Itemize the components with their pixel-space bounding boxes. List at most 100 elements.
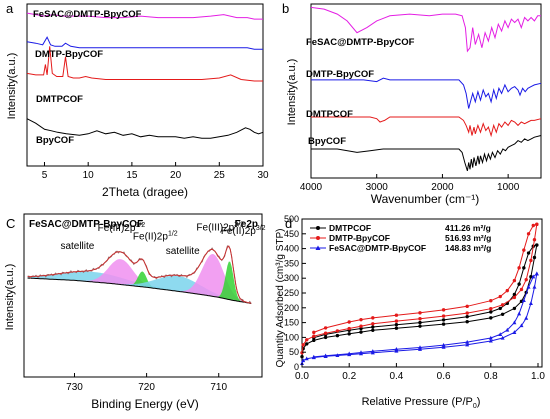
panel-d-ytick-label: 400 <box>284 244 299 254</box>
isotherm-point-dmtpcof <box>312 338 316 343</box>
isotherm-point-dmtp-bpycof <box>489 306 493 311</box>
isotherm-point-dmtp-bpycof <box>418 311 422 315</box>
legend-marker-fesac-dmtp-bpycof <box>315 245 321 250</box>
series-line-dmtp-bpycof-b <box>311 77 542 109</box>
legend-marker-dmtpcof <box>316 226 320 230</box>
isotherm-point-fesac-dmtp-bpycof <box>394 347 399 351</box>
series-line-dmtp-bpycof-a <box>26 36 263 50</box>
isotherm-point-dmtp-bpycof <box>347 326 351 331</box>
isotherm-point-dmtp-bpycof <box>500 303 505 307</box>
panel-d-ytick-label: 250 <box>284 288 299 298</box>
isotherm-point-dmtpcof <box>335 333 340 338</box>
isotherm-point-dmtp-bpycof <box>505 288 510 293</box>
panel-c-xtick-label: 730 <box>66 382 83 393</box>
isotherm-point-dmtp-bpycof <box>359 324 363 328</box>
isotherm-point-dmtpcof <box>441 322 446 326</box>
annotation-satellite: satellite <box>60 241 94 252</box>
isotherm-point-fesac-dmtp-bpycof <box>441 342 446 347</box>
isotherm-point-dmtp-bpycof <box>441 314 446 318</box>
legend-label-fesac-dmtp-bpycof-d: FeSAC@DMTP-BpyCOF <box>329 243 426 253</box>
panel-d-ytick-label: 50 <box>289 347 299 357</box>
isotherm-point-dmtpcof <box>418 324 422 328</box>
panel-d-ytick-label: 0 <box>294 362 299 372</box>
isotherm-point-dmtp-bpycof <box>519 287 524 292</box>
isotherm-point-dmtpcof <box>394 322 399 327</box>
isotherm-point-dmtpcof <box>347 332 351 336</box>
panel-c-frame <box>23 213 263 378</box>
panel-b-letter: b <box>282 1 289 16</box>
isotherm-point-dmtp-bpycof <box>524 277 528 282</box>
peak-fill-fe-iii-2p3-2 <box>27 254 252 304</box>
isotherm-point-dmtpcof <box>489 310 493 314</box>
panel-a-xtick-label: 5 <box>42 170 48 181</box>
isotherm-point-fesac-dmtp-bpycof <box>528 301 533 305</box>
panel-d-xtick-label: 0.8 <box>484 371 498 382</box>
panel-b-xtick-label: 2000 <box>431 182 454 193</box>
isotherm-point-dmtp-bpycof <box>301 343 305 347</box>
peak-fill-fe-ii-2p1-2 <box>27 271 252 304</box>
series-line-fesac-dmtp-bpycof-a <box>26 12 263 20</box>
legend-label-dmtp-bpy-a: DMTP-BpyCOF <box>35 49 103 60</box>
isotherm-point-dmtp-bpycof <box>300 351 304 355</box>
isotherm-point-dmtp-bpycof <box>512 278 517 283</box>
panel-d-ytick-label: 450 <box>284 229 299 239</box>
isotherm-point-dmtp-bpycof <box>489 298 493 303</box>
panel-a-letter: a <box>6 1 14 16</box>
isotherm-point-dmtpcof <box>394 326 399 330</box>
isotherm-point-fesac-dmtp-bpycof <box>359 350 363 355</box>
panel-d-xlabel-end: ) <box>477 396 481 408</box>
xps-background-line <box>27 277 252 304</box>
isotherm-point-fesac-dmtp-bpycof <box>311 354 316 359</box>
series-line-fesac-dmtp-bpycof-b <box>310 6 541 53</box>
legend-value-dmtpcof: 411.26 m²/g <box>445 223 491 233</box>
isotherm-point-dmtp-bpycof <box>529 258 533 263</box>
isotherm-point-dmtp-bpycof <box>465 304 469 309</box>
isotherm-point-fesac-dmtp-bpycof <box>517 311 522 316</box>
series-line-dmtpcof-a <box>26 46 263 82</box>
panel-d-xlabel: Relative Pressure (P/P0) <box>362 396 481 410</box>
isotherm-point-dmtp-bpycof <box>418 317 422 321</box>
isotherm-desorption-dmtpcof <box>313 244 537 339</box>
isotherm-point-fesac-dmtp-bpycof <box>524 315 529 320</box>
panel-a-xlabel: 2Theta (dragee) <box>102 185 188 199</box>
isotherm-point-fesac-dmtp-bpycof <box>488 338 493 343</box>
panel-b-xtick-label: 3000 <box>366 182 389 193</box>
panel-d-ytick-label: 100 <box>284 332 299 342</box>
isotherm-point-dmtp-bpycof <box>535 222 539 227</box>
isotherm-point-dmtp-bpycof <box>323 331 328 335</box>
panel-d-xtick-label: 0.0 <box>295 371 309 382</box>
legend-label-fesac-a: FeSAC@DMTP-BpyCOF <box>33 9 142 20</box>
annotation-fe-ii-2p3-2: Fe(II)2p3/2 <box>221 225 266 237</box>
isotherm-point-dmtp-bpycof <box>312 330 316 335</box>
isotherm-point-dmtp-bpycof <box>531 223 535 228</box>
isotherm-point-fesac-dmtp-bpycof <box>304 356 309 361</box>
panel-c-xtick-label: 710 <box>210 382 227 393</box>
isotherm-point-dmtpcof <box>323 335 328 340</box>
isotherm-point-dmtp-bpycof <box>465 311 469 315</box>
isotherm-point-dmtp-bpycof <box>347 320 351 324</box>
isotherm-point-dmtpcof <box>465 320 469 324</box>
isotherm-point-dmtpcof <box>359 330 363 334</box>
isotherm-point-dmtpcof <box>300 354 304 359</box>
panel-d-ytick-label: 150 <box>284 318 299 328</box>
isotherm-adsorption-dmtpcof <box>301 244 538 357</box>
series-line-bpycof-b <box>311 135 542 172</box>
isotherm-point-dmtp-bpycof <box>517 266 521 270</box>
panel-a: a 5 10 15 20 25 30 Intensity(a.u.) 2Theta (dr… <box>6 1 269 199</box>
legend-label-dmtpcof-b: DMTPCOF <box>306 109 353 120</box>
isotherm-point-dmtp-bpycof <box>312 334 316 338</box>
peak-fill-satellite <box>27 271 252 304</box>
isotherm-point-fesac-dmtp-bpycof <box>512 320 517 325</box>
isotherm-point-fesac-dmtp-bpycof <box>323 353 328 358</box>
isotherm-point-dmtp-bpycof <box>522 248 526 252</box>
isotherm-point-dmtpcof <box>500 312 505 317</box>
panel-b-xlabel: Wavenumber (cm⁻¹) <box>371 192 480 206</box>
panel-a-xtick-label: 25 <box>214 170 226 181</box>
panel-c-letter: C <box>6 216 15 231</box>
isotherm-point-dmtpcof <box>371 325 375 329</box>
isotherm-point-dmtp-bpycof <box>371 322 375 326</box>
panel-d-ytick-label: 500 <box>284 214 299 224</box>
isotherm-point-dmtpcof <box>498 306 502 311</box>
series-line-dmtpcof-b <box>311 116 542 138</box>
isotherm-point-dmtpcof <box>418 320 422 325</box>
